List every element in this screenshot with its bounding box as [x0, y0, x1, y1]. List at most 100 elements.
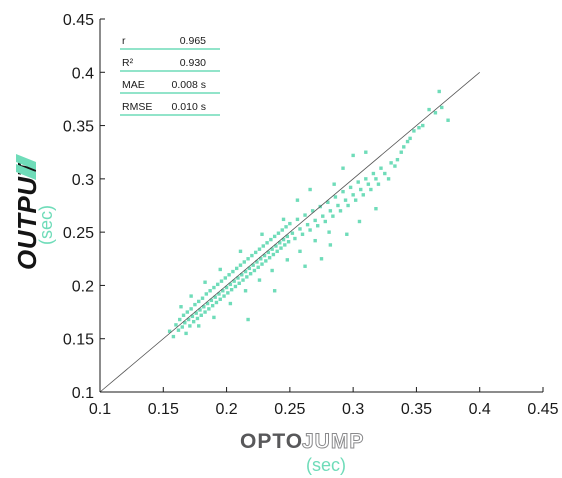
data-point — [313, 238, 317, 243]
data-point — [174, 323, 178, 327]
data-point — [227, 273, 231, 277]
data-point — [298, 227, 302, 231]
data-point — [389, 161, 393, 165]
data-point — [260, 232, 264, 236]
y-axis-brand-slashes-icon — [16, 154, 36, 180]
data-point — [252, 268, 257, 273]
data-point — [234, 266, 239, 271]
data-point — [343, 198, 348, 202]
x-axis-brand-outline: JUMP — [302, 430, 364, 453]
data-point — [399, 150, 403, 154]
data-point — [198, 308, 202, 312]
data-point — [316, 224, 320, 228]
data-point — [203, 280, 207, 284]
data-point — [379, 166, 383, 170]
data-point — [233, 284, 238, 289]
data-point — [300, 232, 305, 236]
stats-label: R² — [122, 57, 134, 69]
data-point — [171, 334, 176, 339]
data-point — [242, 260, 246, 264]
data-point — [293, 236, 297, 241]
data-point — [247, 266, 252, 271]
data-point — [238, 249, 243, 254]
data-point — [280, 228, 284, 232]
data-point — [241, 278, 245, 282]
data-point — [328, 209, 333, 213]
data-point — [197, 324, 201, 328]
identity-line — [99, 71, 480, 393]
data-point — [265, 241, 269, 245]
data-point — [333, 195, 338, 199]
data-point — [167, 329, 172, 333]
data-point — [281, 217, 286, 222]
data-point — [197, 299, 201, 304]
y-tick-label: 0.15 — [63, 332, 94, 349]
data-point — [191, 319, 196, 324]
data-point — [222, 294, 226, 298]
data-point — [276, 231, 281, 235]
data-point — [180, 325, 184, 329]
data-point — [212, 285, 216, 290]
data-point — [228, 282, 233, 287]
data-point — [205, 301, 210, 306]
data-point — [243, 289, 248, 293]
data-point — [313, 218, 317, 223]
data-point — [223, 276, 228, 280]
data-point — [232, 279, 236, 283]
data-point — [176, 328, 181, 332]
data-point — [290, 231, 295, 235]
data-point — [353, 198, 358, 202]
data-point — [257, 247, 262, 251]
data-point — [243, 269, 248, 274]
data-point — [393, 164, 397, 168]
data-point — [237, 281, 241, 285]
stats-value: 0.008 s — [172, 79, 206, 91]
x-axis-label: OPTO JUMP — [240, 430, 364, 454]
data-point — [181, 313, 186, 317]
data-point — [256, 265, 260, 270]
data-point — [371, 171, 376, 176]
data-point — [200, 296, 205, 300]
data-point — [275, 249, 279, 254]
data-point — [336, 203, 340, 208]
data-point — [395, 157, 400, 162]
data-point — [179, 305, 183, 309]
y-axis-unit: (sec) — [36, 205, 56, 245]
data-point — [374, 206, 378, 211]
data-point — [281, 237, 286, 242]
data-point — [295, 217, 300, 222]
data-point — [250, 253, 254, 258]
y-axis-label: OUTPUT — [12, 154, 42, 270]
data-point — [345, 232, 349, 236]
data-point — [408, 136, 412, 141]
data-point — [218, 297, 222, 301]
data-point — [361, 193, 365, 197]
data-point — [421, 123, 425, 128]
data-point — [348, 185, 353, 190]
data-point — [262, 253, 267, 258]
ticks: 0.1 0.15 0.2 0.25 0.3 0.35 0.4 0.45 0.1 0.15 0.2 0.… — [63, 12, 559, 418]
data-point — [208, 289, 212, 293]
data-point — [204, 292, 209, 296]
data-point — [240, 273, 244, 277]
data-point — [351, 153, 355, 158]
data-point — [270, 247, 274, 251]
data-point — [440, 105, 444, 110]
data-point — [369, 187, 373, 192]
data-point — [195, 316, 200, 321]
data-point — [228, 301, 233, 306]
data-point — [189, 307, 193, 311]
data-point — [303, 213, 307, 217]
data-point — [209, 298, 214, 303]
data-point — [218, 267, 222, 272]
x-tick-label: 0.15 — [148, 401, 179, 418]
data-point — [214, 300, 219, 305]
x-axis-unit: (sec) — [306, 455, 346, 475]
data-point — [261, 244, 265, 248]
data-point — [412, 129, 416, 133]
data-point — [437, 89, 441, 94]
data-point — [308, 187, 312, 192]
y-tick-label: 0.25 — [63, 225, 94, 242]
data-point — [327, 230, 331, 234]
